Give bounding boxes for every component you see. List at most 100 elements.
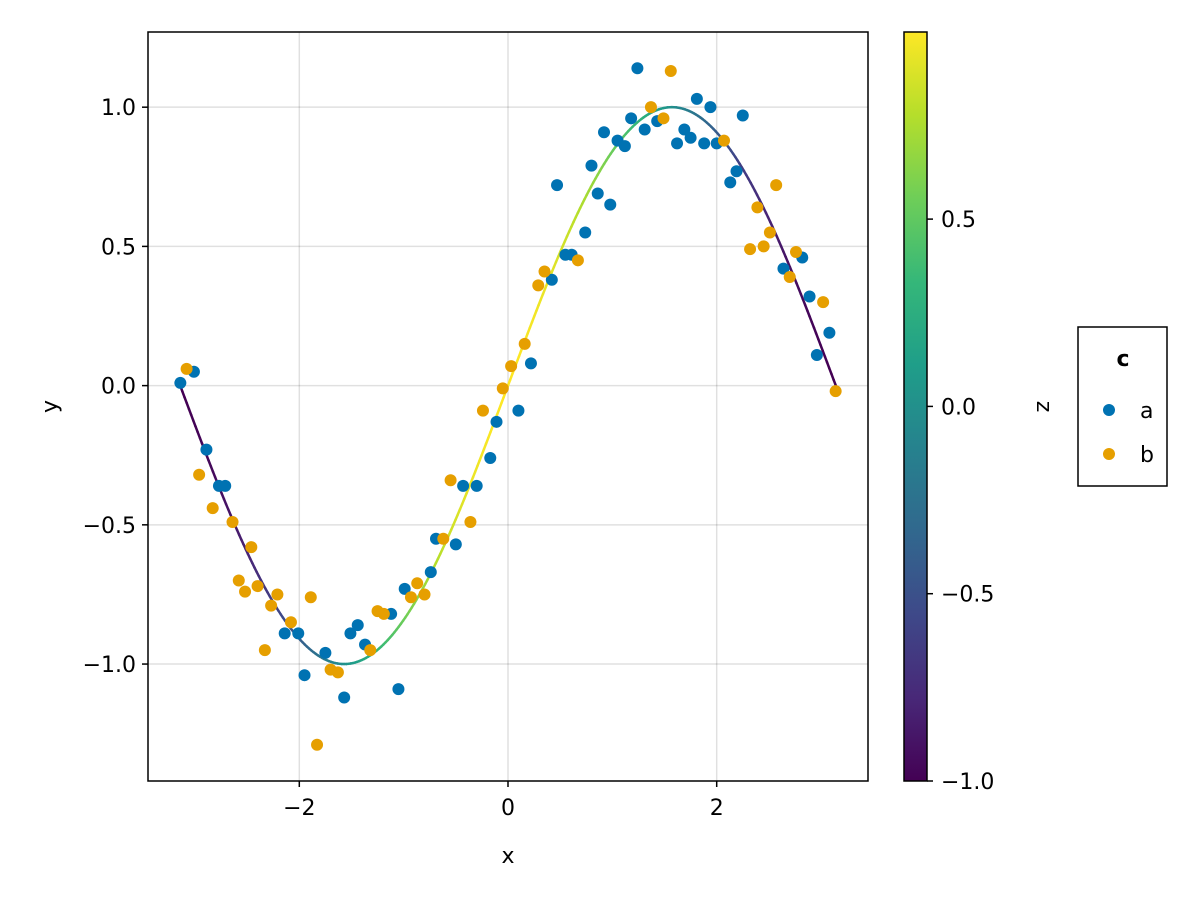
point-a — [591, 187, 604, 200]
point-a — [730, 165, 743, 178]
point-b — [757, 240, 770, 253]
colorbar-label: z — [1031, 401, 1056, 413]
point-b — [664, 64, 677, 77]
point-a — [604, 198, 617, 211]
point-a — [392, 683, 405, 696]
point-a — [823, 326, 836, 339]
point-b — [496, 382, 509, 395]
point-b — [364, 644, 377, 657]
point-b — [829, 385, 842, 398]
y-tick-label: −1.0 — [83, 653, 136, 678]
point-a — [512, 404, 525, 417]
colorbar — [903, 31, 928, 782]
point-a — [618, 140, 631, 153]
point-b — [505, 360, 518, 373]
point-a — [484, 452, 497, 465]
point-b — [770, 179, 783, 192]
point-a — [545, 273, 558, 286]
point-a — [298, 669, 311, 682]
point-b — [538, 265, 551, 278]
point-a — [174, 376, 187, 389]
point-a — [803, 290, 816, 303]
point-b — [532, 279, 545, 292]
y-axis-label: y — [38, 400, 63, 413]
point-a — [810, 348, 823, 361]
point-b — [464, 516, 477, 529]
point-a — [398, 582, 411, 595]
x-axis-label: x — [501, 844, 514, 869]
point-b — [206, 502, 219, 515]
legend-entries: ab — [1103, 399, 1154, 468]
point-a — [724, 176, 737, 189]
point-b — [226, 516, 239, 529]
scatter-points — [174, 62, 842, 751]
point-a — [344, 627, 357, 640]
point-b — [239, 585, 252, 598]
legend-marker-b — [1103, 448, 1115, 460]
point-b — [571, 254, 584, 267]
x-axis: −2 0 2 — [283, 781, 724, 821]
point-b — [744, 243, 757, 256]
x-tick-label: −2 — [283, 796, 315, 821]
colorbar-tick-label: −1.0 — [941, 770, 994, 795]
curve-segment — [832, 378, 838, 387]
point-b — [444, 474, 457, 487]
colorbar-tick-label: 0.0 — [941, 395, 976, 420]
point-a — [200, 443, 213, 456]
legend-box — [1077, 326, 1168, 487]
point-b — [518, 337, 531, 350]
point-b — [284, 616, 297, 629]
point-b — [790, 245, 802, 258]
point-a — [690, 92, 703, 105]
point-b — [271, 588, 284, 601]
point-b — [331, 666, 344, 679]
y-tick-label: 0.5 — [101, 235, 136, 260]
point-b — [476, 404, 489, 417]
point-a — [678, 123, 691, 136]
point-a — [457, 479, 470, 492]
legend-marker-a — [1103, 404, 1115, 416]
point-a — [449, 538, 462, 551]
point-b — [657, 112, 670, 125]
point-a — [671, 137, 684, 150]
colorbar-axis: −1.0 −0.5 0.0 0.5 — [927, 208, 994, 795]
point-b — [304, 591, 317, 604]
point-a — [579, 226, 592, 239]
x-tick-label: 0 — [501, 796, 515, 821]
colorbar-tick-label: −0.5 — [941, 583, 994, 608]
point-b — [411, 577, 424, 590]
point-b — [437, 532, 450, 545]
point-b — [265, 599, 278, 612]
point-a — [524, 357, 537, 370]
point-b — [251, 580, 264, 593]
point-a — [777, 262, 790, 275]
y-tick-label: 1.0 — [101, 96, 136, 121]
point-b — [377, 607, 390, 620]
point-b — [783, 271, 796, 284]
point-a — [319, 646, 332, 659]
point-a — [625, 112, 638, 125]
x-tick-label: 2 — [710, 796, 724, 821]
point-b — [418, 588, 431, 601]
y-tick-label: −0.5 — [83, 514, 136, 539]
point-b — [258, 644, 271, 657]
point-a — [551, 179, 564, 192]
legend: c ab — [1077, 326, 1168, 487]
point-a — [631, 62, 644, 75]
point-a — [490, 415, 503, 428]
point-b — [193, 468, 206, 481]
y-tick-label: 0.0 — [101, 375, 136, 400]
point-b — [404, 591, 417, 604]
point-a — [351, 619, 364, 632]
point-b — [232, 574, 245, 587]
legend-label-b: b — [1140, 443, 1154, 468]
point-a — [638, 123, 651, 136]
point-a — [338, 691, 351, 704]
point-a — [704, 101, 717, 114]
point-b — [751, 201, 764, 214]
legend-label-a: a — [1140, 399, 1153, 424]
grid — [148, 32, 868, 781]
point-a — [684, 131, 697, 144]
legend-title: c — [1116, 347, 1129, 372]
